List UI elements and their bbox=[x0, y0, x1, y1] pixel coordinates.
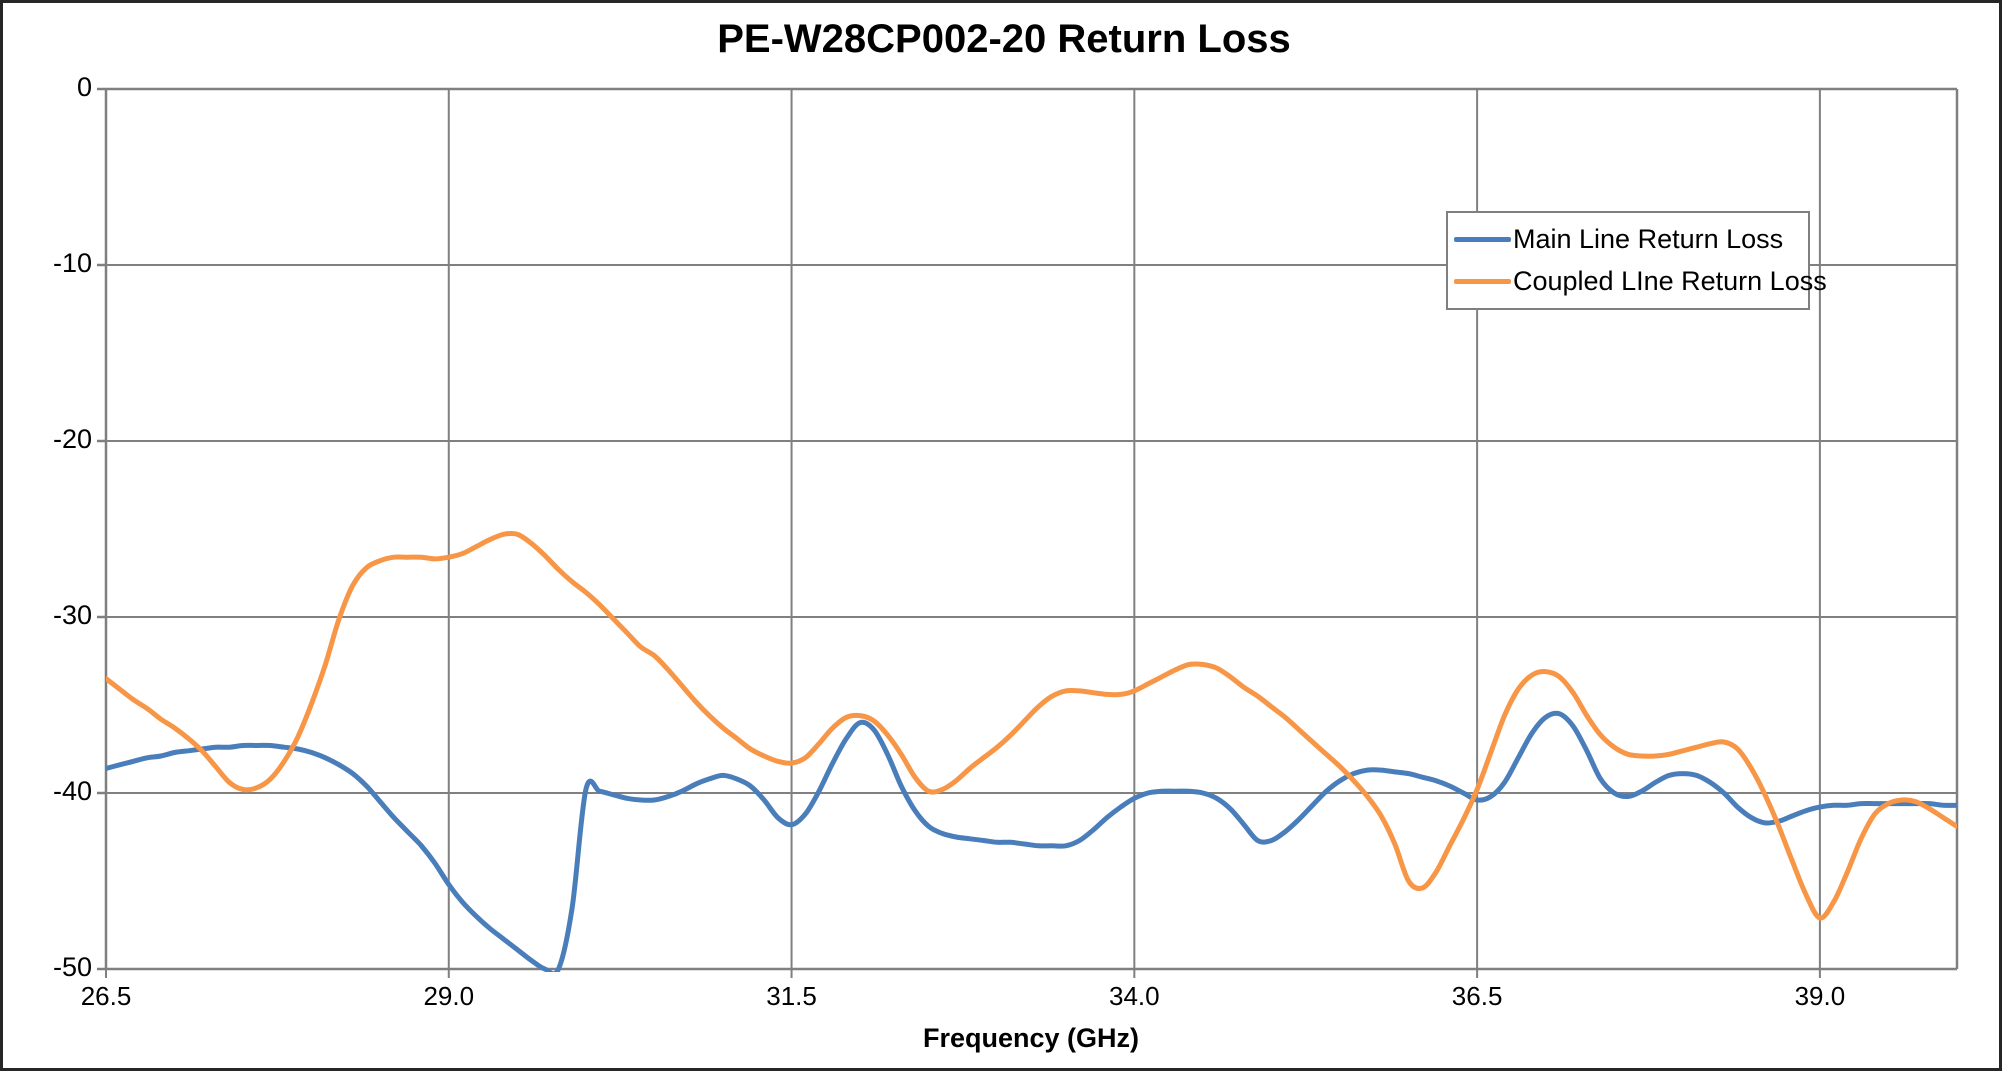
coupled-line-series bbox=[106, 530, 1957, 921]
x-tick-label: 34.0 bbox=[1109, 981, 1160, 1011]
x-axis-title: Frequency (GHz) bbox=[922, 1023, 1140, 1053]
legend-entry-coupled-line: Coupled LIne Return Loss bbox=[1454, 263, 1827, 299]
main-line-series bbox=[106, 710, 1957, 972]
y-tick-label: -30 bbox=[53, 600, 92, 630]
y-tick-label: 0 bbox=[77, 72, 92, 102]
y-tick-label: -20 bbox=[53, 424, 92, 454]
x-tick-label: 29.0 bbox=[423, 981, 474, 1011]
coupled-line-swatch-icon bbox=[1454, 278, 1511, 284]
legend-entry-main-line: Main Line Return Loss bbox=[1454, 222, 1808, 258]
y-tick-label: -50 bbox=[53, 952, 92, 982]
y-tick-label: -40 bbox=[53, 776, 92, 806]
chart-title: PE-W28CP002-20 Return Loss bbox=[717, 17, 1291, 61]
main-line-swatch-icon bbox=[1454, 237, 1511, 243]
legend-label-coupled-line: Coupled LIne Return Loss bbox=[1513, 265, 1827, 296]
legend: Main Line Return Loss Coupled LIne Retur… bbox=[1446, 211, 1827, 310]
x-tick-label: 26.5 bbox=[81, 981, 132, 1011]
legend-label-main-line: Main Line Return Loss bbox=[1513, 224, 1784, 255]
x-tick-label: 36.5 bbox=[1452, 981, 1503, 1011]
x-tick-label: 39.0 bbox=[1795, 981, 1846, 1011]
x-tick-label: 31.5 bbox=[766, 981, 817, 1011]
y-tick-label: -10 bbox=[53, 248, 92, 278]
